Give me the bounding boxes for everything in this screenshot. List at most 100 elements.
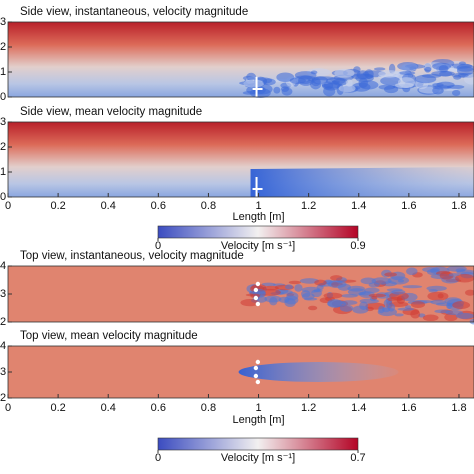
colorbar-tick-label: 0 (155, 240, 161, 252)
eddy (334, 68, 355, 78)
eddy (410, 301, 426, 308)
probe (253, 287, 259, 293)
eddy (432, 86, 444, 95)
x-tick-label: 1 (255, 200, 261, 212)
y-tick-label: 2 (0, 316, 6, 328)
eddy (286, 292, 299, 301)
eddy (406, 267, 418, 276)
eddy (280, 86, 290, 92)
eddy (444, 313, 458, 322)
eddy (355, 73, 374, 83)
y-tick-label: 1 (0, 66, 6, 78)
probe (255, 359, 261, 365)
eddy (387, 296, 403, 302)
eddy (422, 314, 439, 322)
eddy (402, 285, 423, 289)
x-tick-label: 1.4 (351, 200, 366, 212)
y-tick-label: 0 (0, 191, 6, 203)
eddy (368, 293, 386, 298)
eddy (373, 67, 386, 71)
colorbar (157, 437, 359, 451)
x-tick-label: 0.6 (151, 200, 166, 212)
eddy (394, 313, 404, 317)
eddy (323, 292, 343, 299)
x-tick-label: 1.8 (451, 200, 466, 212)
x-tick-label: 0.2 (50, 402, 65, 414)
eddy (368, 282, 380, 288)
field-panel (8, 346, 474, 398)
x-tick-label: 1.6 (401, 402, 416, 414)
y-tick-label: 0 (0, 91, 6, 103)
eddy (391, 289, 406, 295)
probe (252, 177, 263, 197)
eddy (243, 79, 265, 88)
panel-title: Side view, instantaneous, velocity magni… (20, 6, 248, 18)
eddy (384, 272, 397, 277)
plot-frame (7, 21, 474, 98)
eddy (338, 84, 356, 93)
eddy (351, 82, 371, 92)
probe (255, 281, 261, 287)
x-tick-label: 1.8 (451, 402, 466, 414)
x-axis-label: Length [m] (233, 414, 285, 426)
panel-title: Top view, instantaneous, velocity magnit… (20, 250, 244, 262)
x-tick-label: 0.2 (50, 200, 65, 212)
y-tick-label: 3 (0, 366, 6, 378)
eddy (424, 66, 432, 72)
x-tick-label: 0 (5, 402, 11, 414)
eddy (426, 285, 447, 291)
eddy (246, 72, 257, 81)
eddy (432, 82, 444, 87)
probe (255, 379, 261, 385)
eddy (446, 265, 467, 272)
eddy (352, 305, 369, 314)
eddy (294, 284, 303, 292)
x-tick-label: 0.4 (101, 200, 116, 212)
x-tick-label: 1.6 (401, 200, 416, 212)
x-tick-label: 0.4 (101, 402, 116, 414)
eddy (311, 76, 329, 85)
probe (253, 365, 259, 371)
eddy (414, 74, 437, 84)
x-tick-label: 1.2 (301, 200, 316, 212)
y-tick-label: 2 (0, 41, 6, 53)
eddy (288, 280, 302, 285)
eddy (327, 280, 347, 289)
eddy (289, 77, 306, 84)
eddy (439, 271, 454, 280)
eddy (380, 76, 401, 86)
eddy (451, 73, 469, 78)
field-panel (8, 265, 474, 325)
eddy (378, 305, 385, 314)
eddy (427, 291, 449, 301)
eddy (325, 77, 346, 85)
eddy (327, 300, 347, 308)
eddy (345, 79, 353, 87)
eddy (397, 279, 405, 283)
colorbar-tick-label: 0.7 (350, 452, 365, 464)
probe (253, 373, 259, 379)
wake (250, 167, 474, 197)
wake (238, 362, 399, 382)
eddy (410, 309, 421, 319)
eddy (353, 66, 361, 73)
eddy (311, 289, 322, 298)
eddy (469, 318, 474, 325)
eddy (451, 89, 461, 97)
eddy (339, 304, 354, 312)
eddy (387, 303, 396, 312)
eddy (398, 71, 416, 75)
x-tick-label: 1 (255, 402, 261, 414)
eddy (269, 296, 278, 306)
colorbar-tick-label: 0.9 (350, 240, 365, 252)
x-tick-label: 0.8 (201, 402, 216, 414)
field-panel (8, 22, 474, 98)
eddy (397, 307, 415, 311)
probe (255, 301, 261, 307)
eddy (455, 312, 474, 319)
colorbar-label: Velocity [m s⁻¹] (221, 452, 295, 464)
eddy (452, 301, 471, 310)
x-tick-label: 1.2 (301, 402, 316, 414)
eddy (448, 273, 460, 277)
panel-title: Side view, mean velocity magnitude (20, 106, 202, 118)
